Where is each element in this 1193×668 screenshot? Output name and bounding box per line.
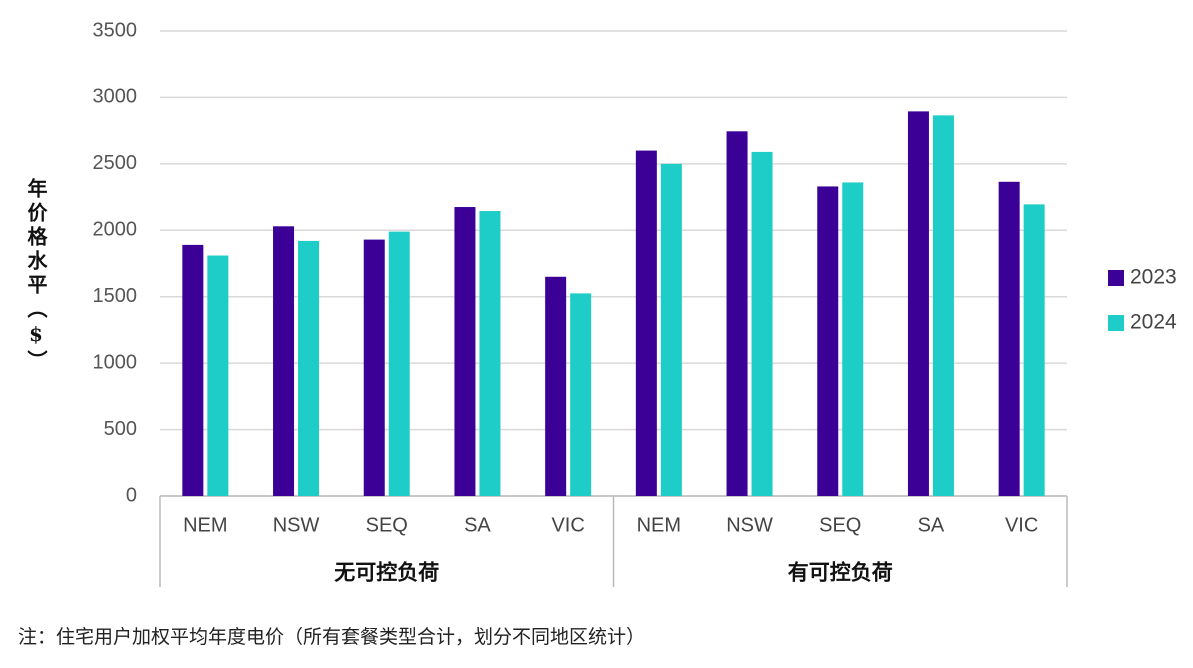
x-tick-label: SA — [918, 514, 945, 536]
x-tick-label: SEQ — [366, 514, 408, 536]
bar — [726, 131, 748, 497]
y-tick-label: 1000 — [93, 351, 138, 373]
bar — [907, 111, 929, 496]
bar — [751, 151, 773, 496]
bar — [1023, 204, 1045, 496]
bar — [635, 150, 657, 497]
x-tick-label: NEM — [183, 514, 227, 536]
bar — [182, 244, 204, 496]
y-tick-label: 0 — [126, 484, 137, 506]
group-label: 有可控负荷 — [788, 560, 893, 585]
bar — [817, 186, 839, 496]
note: 注：住宅用户加权平均年度电价（所有套餐类型合计，划分不同地区统计） — [18, 626, 646, 648]
y-axis-label: 年价格水平（$） — [24, 178, 48, 374]
bar — [570, 293, 592, 496]
bar — [545, 276, 567, 496]
x-tick-label: SA — [464, 514, 491, 536]
x-tick-label: SEQ — [819, 514, 861, 536]
bar — [363, 239, 385, 497]
x-tick-label: VIC — [551, 514, 584, 536]
y-tick-label: 3000 — [93, 86, 138, 108]
y-tick-label: 500 — [104, 418, 137, 440]
bar — [273, 226, 295, 497]
bar — [454, 207, 476, 497]
legend-label: 2023 — [1130, 266, 1177, 289]
bar — [388, 231, 410, 496]
x-tick-label: NSW — [726, 514, 773, 536]
bar — [842, 182, 864, 496]
y-tick-label: 2500 — [93, 152, 138, 174]
bar — [998, 181, 1020, 497]
y-tick-label: 3500 — [93, 19, 138, 41]
x-tick-label: VIC — [1005, 514, 1038, 536]
y-tick-label: 1500 — [93, 285, 138, 307]
legend-swatch — [1108, 315, 1124, 331]
legend-label: 2024 — [1130, 311, 1177, 334]
bar — [932, 115, 954, 496]
bar — [298, 240, 320, 496]
bar — [479, 211, 501, 496]
bar — [660, 163, 682, 496]
bar — [207, 255, 229, 496]
y-tick-label: 2000 — [93, 219, 138, 241]
x-tick-label: NEM — [637, 514, 681, 536]
legend-swatch — [1108, 270, 1124, 286]
group-label: 无可控负荷 — [334, 560, 439, 585]
x-tick-label: NSW — [273, 514, 320, 536]
